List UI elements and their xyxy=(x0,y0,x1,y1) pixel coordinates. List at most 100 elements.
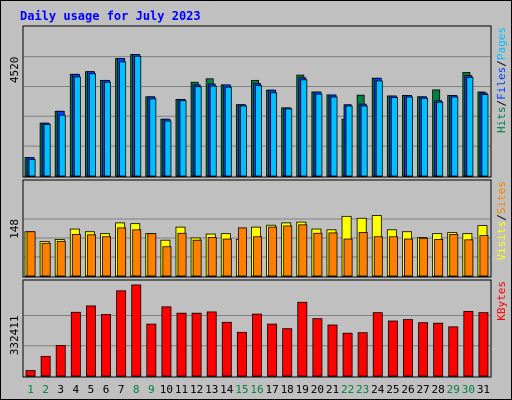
x-tick-label: 18 xyxy=(281,383,294,396)
bar-sites-day-10 xyxy=(162,246,172,277)
bar-kbytes-day-11 xyxy=(176,312,187,377)
bar-pages-day-2 xyxy=(43,124,51,177)
x-tick-label: 15 xyxy=(235,383,248,396)
bar-sites-day-17 xyxy=(268,226,278,277)
legend-entry: Hits xyxy=(495,107,508,134)
legend-entry: Files xyxy=(495,67,508,100)
bar-pages-day-28 xyxy=(436,101,444,177)
bar-kbytes-day-4 xyxy=(70,311,81,377)
bar-sites-day-16 xyxy=(253,236,262,277)
bar-sites-day-24 xyxy=(373,236,383,277)
legend-visits-sites: Visits/Sites xyxy=(495,181,508,261)
x-tick-label: 13 xyxy=(205,383,218,396)
bar-pages-day-19 xyxy=(300,79,308,177)
bar-sites-day-18 xyxy=(283,225,293,277)
bar-pages-day-17 xyxy=(270,92,278,177)
bar-kbytes-day-2 xyxy=(40,355,51,377)
bar-sites-day-11 xyxy=(177,232,187,277)
bar-pages-day-9 xyxy=(149,98,157,177)
x-tick-label: 16 xyxy=(250,383,263,396)
bar-kbytes-day-20 xyxy=(312,318,323,377)
x-tick-label: 7 xyxy=(118,383,125,396)
bar-sites-day-22 xyxy=(343,238,353,277)
x-tick-label: 27 xyxy=(416,383,429,396)
legend-entry: Pages xyxy=(495,27,508,60)
bar-sites-day-12 xyxy=(192,239,202,277)
bar-pages-day-23 xyxy=(360,105,368,177)
x-tick-label: 24 xyxy=(371,383,385,396)
x-tick-label: 21 xyxy=(326,383,339,396)
bar-pages-day-27 xyxy=(421,97,429,177)
legend-hits-files-pages: Hits/Files/Pages xyxy=(495,27,508,133)
bar-pages-day-13 xyxy=(209,85,217,177)
bar-pages-day-11 xyxy=(179,100,187,177)
bar-kbytes-day-13 xyxy=(206,311,217,377)
x-tick-label: 25 xyxy=(386,383,399,396)
bar-sites-day-28 xyxy=(434,239,444,277)
x-tick-label: 8 xyxy=(133,383,140,396)
bar-sites-day-30 xyxy=(464,239,474,277)
bar-sites-day-13 xyxy=(207,237,217,277)
bar-kbytes-day-29 xyxy=(448,326,459,377)
bar-sites-day-27 xyxy=(419,237,429,277)
bar-kbytes-day-28 xyxy=(433,322,444,377)
bar-kbytes-day-16 xyxy=(252,313,262,377)
bar-kbytes-day-14 xyxy=(221,321,232,377)
x-tick-label: 17 xyxy=(265,383,278,396)
bar-pages-day-7 xyxy=(119,61,127,177)
bar-pages-day-30 xyxy=(466,77,474,177)
bar-sites-day-23 xyxy=(358,232,368,277)
bar-kbytes-day-23 xyxy=(357,332,368,377)
x-tick-label: 4 xyxy=(73,383,80,396)
bar-sites-day-7 xyxy=(117,227,127,277)
bar-sites-day-6 xyxy=(102,236,111,277)
bar-sites-day-26 xyxy=(404,238,413,277)
bar-pages-day-14 xyxy=(224,86,232,177)
legend-entry: Visits xyxy=(495,221,508,261)
bar-kbytes-day-31 xyxy=(478,312,489,377)
panel-visits-sites: 148 Visits/Sites xyxy=(8,179,508,278)
bar-pages-day-22 xyxy=(345,105,353,177)
bar-kbytes-day-25 xyxy=(387,320,398,377)
x-tick-label: 31 xyxy=(477,383,490,396)
bar-kbytes-day-18 xyxy=(282,328,293,377)
chart-title: Daily usage for July 2023 xyxy=(20,9,201,23)
bar-pages-day-3 xyxy=(58,114,66,177)
bar-kbytes-day-22 xyxy=(342,332,353,377)
bar-pages-day-26 xyxy=(406,96,413,177)
x-tick-label: 30 xyxy=(462,383,475,396)
bar-pages-day-5 xyxy=(88,73,96,177)
x-tick-label: 10 xyxy=(160,383,173,396)
bar-kbytes-day-7 xyxy=(116,290,127,377)
panel-hits-files-pages: 4520 Hits/Files/Pages xyxy=(8,25,508,178)
bar-kbytes-day-21 xyxy=(327,324,338,377)
bar-pages-day-16 xyxy=(255,85,262,177)
bar-pages-day-29 xyxy=(451,96,459,177)
bar-pages-day-25 xyxy=(390,97,398,177)
bar-sites-day-14 xyxy=(222,238,232,277)
bar-kbytes-day-24 xyxy=(372,312,383,377)
bar-pages-day-4 xyxy=(73,76,81,177)
bar-pages-day-8 xyxy=(134,55,142,177)
x-tick-label: 20 xyxy=(311,383,324,396)
bar-pages-day-12 xyxy=(194,86,202,177)
y-axis-max-label: 148 xyxy=(8,219,21,239)
bar-pages-day-20 xyxy=(315,93,323,177)
bar-kbytes-day-15 xyxy=(236,331,247,377)
x-tick-label: 2 xyxy=(42,383,49,396)
x-tick-label: 11 xyxy=(175,383,188,396)
bar-sites-day-31 xyxy=(479,235,489,277)
x-tick-label: 23 xyxy=(356,383,369,396)
panel-kbytes: 332411 KBytes xyxy=(8,279,508,378)
bar-pages-day-1 xyxy=(28,159,36,177)
legend-entry: Sites xyxy=(495,181,508,214)
bar-pages-day-21 xyxy=(330,96,338,177)
bar-sites-day-4 xyxy=(71,234,81,277)
bar-pages-day-15 xyxy=(239,105,247,177)
bar-kbytes-day-3 xyxy=(55,345,66,377)
x-tick-label: 14 xyxy=(220,383,234,396)
bar-pages-day-24 xyxy=(375,80,383,177)
x-tick-label: 1 xyxy=(27,383,34,396)
y-axis-max-label: 4520 xyxy=(8,57,21,84)
